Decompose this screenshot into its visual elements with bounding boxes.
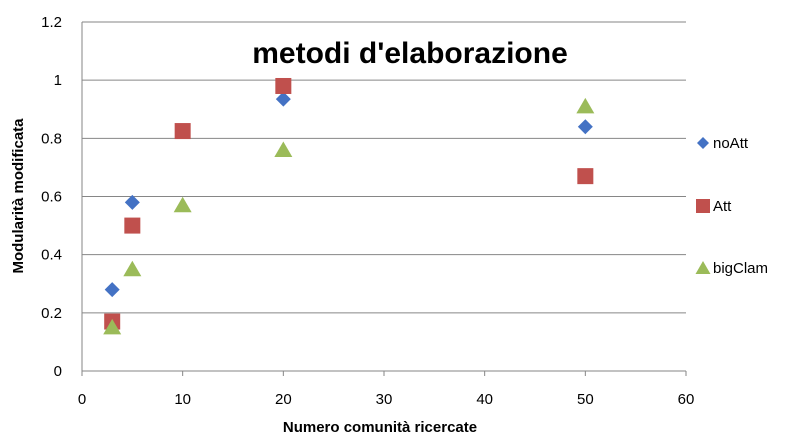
bigClam-point [173,196,192,213]
legend-label-bigClam: bigClam [713,260,768,277]
legend: noAtt Att bigClam [695,135,768,277]
legend-marker-bigClam [695,261,711,274]
x-tick-label: 20 [275,391,292,408]
x-axis-title: Numero comunità ricercate [283,419,477,436]
x-tick-label: 50 [577,391,594,408]
bigClam-point [103,318,122,335]
legend-label-noAtt: noAtt [713,135,749,152]
x-tick-label: 40 [476,391,493,408]
legend-marker-Att [696,199,710,213]
noAtt-point [104,282,120,298]
noAtt-point [124,194,140,210]
axes [81,22,687,376]
x-tick-label: 10 [174,391,191,408]
noAtt-point [275,91,291,107]
y-tick-label: 1 [54,72,62,89]
y-tick-label: 1.2 [41,14,62,31]
x-tick-label: 30 [376,391,393,408]
y-axis-title: Modularità modificata [10,118,27,274]
chart-title: metodi d'elaborazione [252,37,568,70]
y-tick-label: 0.8 [41,130,62,147]
y-tick-label: 0.2 [41,305,62,322]
bigClam-point [576,97,595,114]
y-tick-label: 0.4 [41,247,62,264]
legend-label-Att: Att [713,198,732,215]
tick-labels: 0 0.2 0.4 0.6 0.8 1 1.2 0 10 20 30 40 50 60 [41,14,694,408]
data-points [103,77,595,335]
bigClam-point [123,260,142,277]
Att-point [577,168,594,185]
legend-marker-noAtt [697,137,709,149]
x-tick-label: 60 [678,391,695,408]
y-tick-label: 0 [54,363,62,380]
y-tick-label: 0.6 [41,189,62,206]
x-tick-label: 0 [78,391,86,408]
bigClam-point [274,141,293,157]
noAtt-point [577,119,593,135]
Att-point [174,123,191,140]
Att-point [275,77,292,94]
Att-point [124,217,141,234]
